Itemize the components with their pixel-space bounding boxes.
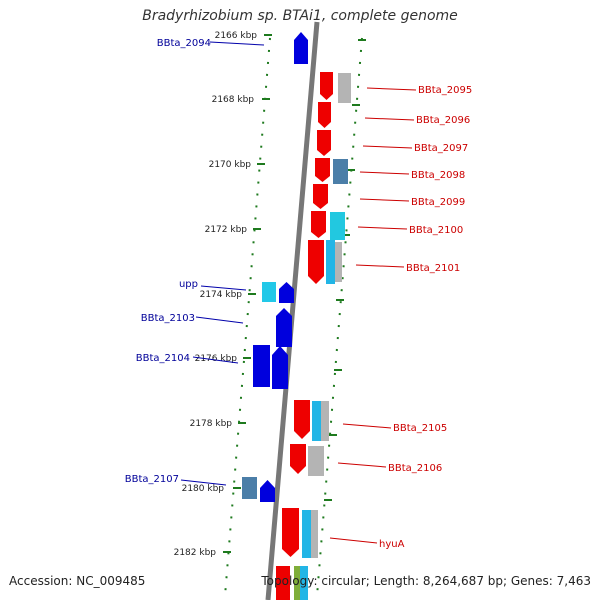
gene-feature-cyan <box>326 240 335 284</box>
gene-label: BBta_2094 <box>157 38 211 49</box>
reverse-strand-track <box>224 37 271 597</box>
gene-label: hyuA <box>379 539 405 550</box>
scale-tick-label: 2176 kbp <box>195 354 238 364</box>
gene-arrow-bbta-2104-b <box>272 346 288 389</box>
gene-label: BBta_2106 <box>388 463 442 474</box>
label-leaders <box>180 41 417 544</box>
reverse-genes <box>242 32 308 502</box>
gene-arrow-hyua <box>282 508 299 557</box>
scale-tick-label: 2170 kbp <box>209 160 252 170</box>
forward-genes <box>276 72 351 600</box>
gene-label: BBta_2101 <box>406 263 460 274</box>
gene-feature-steel <box>242 477 257 499</box>
gene-arrow-upp <box>279 282 294 303</box>
gene-arrow-bbta-2096 <box>318 102 331 128</box>
gene-feature-red <box>276 566 290 600</box>
scale-tick-label: 2180 kbp <box>182 484 225 494</box>
scale-ticks: 2166 kbp 2168 kbp 2170 kbp 2172 kbp 2174… <box>174 31 272 558</box>
gene-arrow-bbta-2099 <box>313 184 328 209</box>
forward-gene-labels: BBta_2095 BBta_2096 BBta_2097 BBta_2098 … <box>379 85 472 550</box>
map-title: Bradyrhizobium sp. BTAi1, complete genom… <box>142 8 458 24</box>
gene-feature-cyan <box>302 510 312 558</box>
gene-feature-gray <box>321 401 329 441</box>
gene-feature-gray <box>311 510 318 558</box>
gene-feature-green <box>294 566 300 600</box>
genome-summary: Topology: circular; Length: 8,264,687 bp… <box>261 574 591 588</box>
gene-arrow-bbta-2097 <box>317 130 331 156</box>
gene-label: BBta_2095 <box>418 85 472 96</box>
gene-arrow-bbta-2095 <box>320 72 333 100</box>
gene-arrow-bbta-2094 <box>294 32 308 64</box>
chromosome-backbone <box>265 21 320 600</box>
gene-arrow-bbta-2100 <box>311 211 326 238</box>
scale-tick-label: 2174 kbp <box>200 290 243 300</box>
scale-tick-label: 2172 kbp <box>205 225 248 235</box>
gene-arrow-bbta-2101 <box>308 240 324 284</box>
gene-feature-cyan <box>262 282 276 302</box>
gene-feature-steel <box>333 159 348 184</box>
gene-label: BBta_2103 <box>141 313 195 324</box>
gene-arrow-bbta-2107 <box>260 480 275 502</box>
gene-feature-gray <box>335 242 342 282</box>
gene-label: BBta_2107 <box>125 474 179 485</box>
gene-label: BBta_2099 <box>411 197 465 208</box>
accession-text: Accession: NC_009485 <box>9 574 146 588</box>
gene-label: BBta_2097 <box>414 143 468 154</box>
gene-feature-cyan <box>330 212 345 240</box>
gene-arrow-bbta-2106 <box>290 444 306 474</box>
gene-feature-cyan <box>300 566 308 600</box>
scale-tick-label: 2178 kbp <box>190 419 233 429</box>
gene-arrow-bbta-2105 <box>294 400 310 439</box>
gene-label: BBta_2104 <box>136 353 190 364</box>
gene-arrow-bbta-2103 <box>276 308 292 347</box>
scale-tick-label: 2166 kbp <box>215 31 258 41</box>
gene-label: BBta_2098 <box>411 170 465 181</box>
gene-label: BBta_2096 <box>416 115 470 126</box>
gene-label: BBta_2105 <box>393 423 447 434</box>
gene-arrow-bbta-2104 <box>253 345 270 387</box>
gene-feature-gray <box>338 73 351 103</box>
scale-tick-label: 2182 kbp <box>174 548 217 558</box>
gene-label: BBta_2100 <box>409 225 463 236</box>
reverse-gene-labels: BBta_2094 upp BBta_2103 BBta_2104 BBta_2… <box>125 38 211 485</box>
scale-tick-label: 2168 kbp <box>212 95 255 105</box>
gene-feature-gray <box>308 446 324 476</box>
forward-minor-ticks <box>324 39 366 501</box>
gene-label: upp <box>179 279 198 290</box>
gene-feature-cyan <box>312 401 322 441</box>
gene-arrow-bbta-2098 <box>315 158 330 182</box>
